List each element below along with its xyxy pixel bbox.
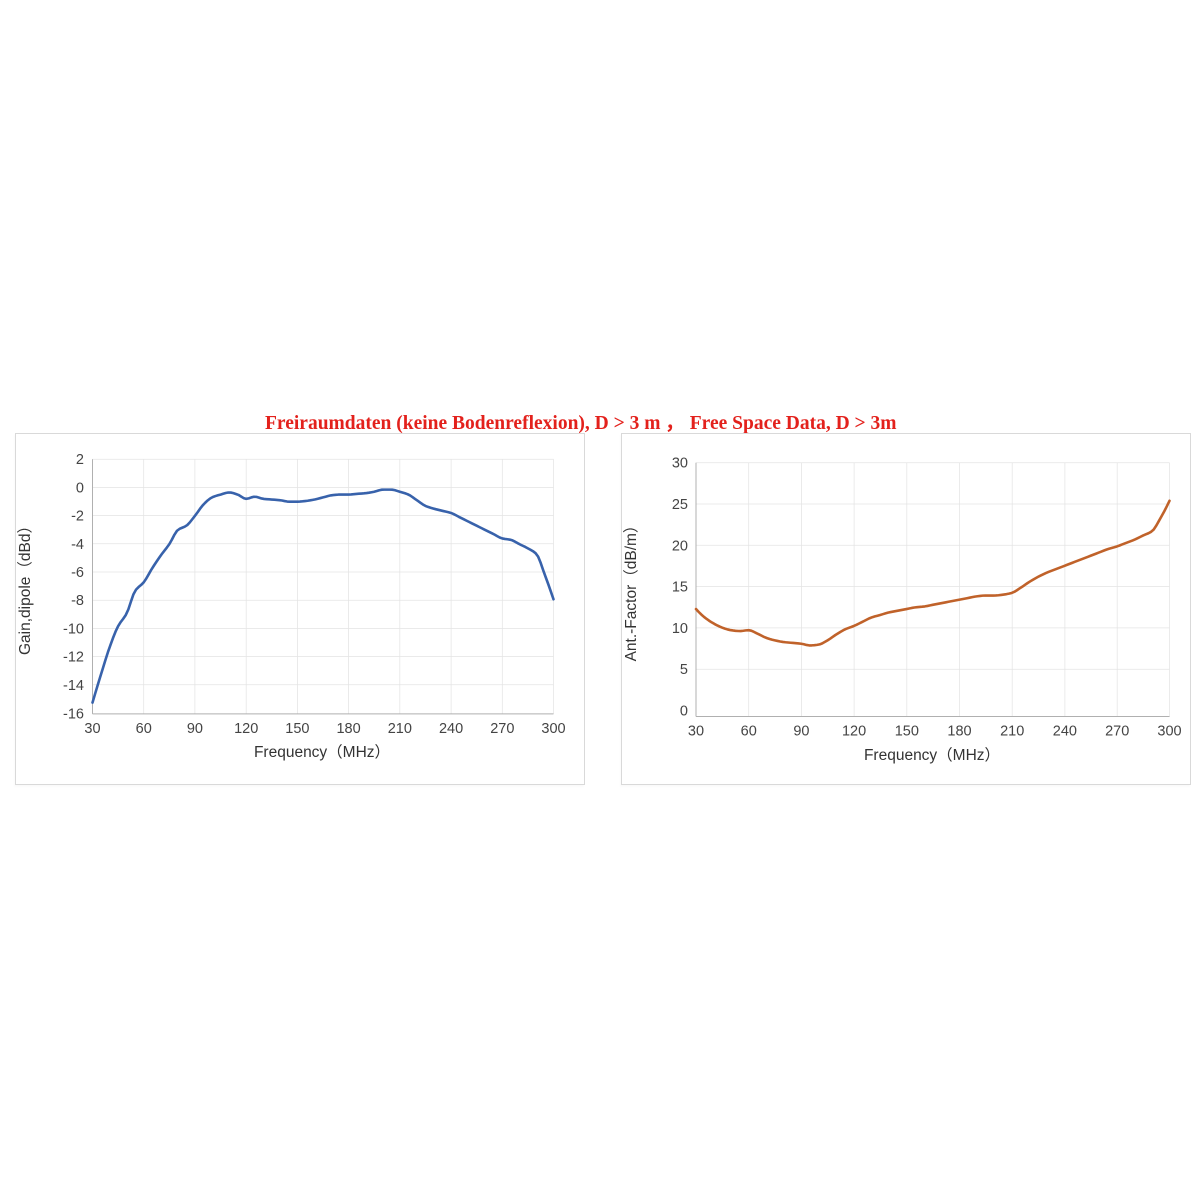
svg-text:0: 0 (76, 480, 84, 496)
svg-text:15: 15 (672, 580, 688, 596)
svg-text:180: 180 (947, 724, 971, 740)
svg-text:30: 30 (672, 456, 688, 472)
svg-text:0: 0 (680, 704, 688, 720)
svg-text:150: 150 (895, 724, 919, 740)
svg-text:180: 180 (336, 721, 360, 737)
svg-text:60: 60 (741, 724, 757, 740)
svg-text:10: 10 (672, 621, 688, 637)
svg-text:90: 90 (187, 721, 203, 737)
svg-text:90: 90 (793, 724, 809, 740)
svg-text:270: 270 (1105, 724, 1129, 740)
svg-text:-4: -4 (71, 537, 84, 553)
svg-text:30: 30 (688, 724, 704, 740)
svg-text:20: 20 (672, 538, 688, 554)
svg-text:-2: -2 (71, 509, 84, 525)
svg-text:Frequency（MHz）: Frequency（MHz） (864, 747, 1000, 764)
svg-text:210: 210 (388, 721, 412, 737)
svg-text:Frequency（MHz）: Frequency（MHz） (254, 744, 390, 761)
svg-text:5: 5 (680, 662, 688, 678)
svg-text:Ant.-Factor（dB/m）: Ant.-Factor（dB/m） (623, 518, 640, 662)
svg-text:270: 270 (490, 721, 514, 737)
svg-text:60: 60 (136, 721, 152, 737)
svg-text:2: 2 (76, 452, 84, 468)
svg-text:120: 120 (842, 724, 866, 740)
svg-text:120: 120 (234, 721, 258, 737)
svg-text:240: 240 (439, 721, 463, 737)
svg-text:-12: -12 (63, 650, 84, 666)
svg-text:210: 210 (1000, 724, 1024, 740)
svg-text:-8: -8 (71, 593, 84, 609)
svg-text:150: 150 (285, 721, 309, 737)
svg-text:Gain,dipole（dBd）: Gain,dipole（dBd） (17, 518, 34, 655)
svg-text:25: 25 (672, 497, 688, 513)
svg-text:-16: -16 (63, 706, 84, 722)
svg-text:-6: -6 (71, 565, 84, 581)
svg-text:-10: -10 (63, 621, 84, 637)
svg-text:240: 240 (1053, 724, 1077, 740)
svg-text:300: 300 (541, 721, 565, 737)
svg-text:30: 30 (84, 721, 100, 737)
svg-text:-14: -14 (63, 678, 84, 694)
svg-text:300: 300 (1157, 724, 1181, 740)
